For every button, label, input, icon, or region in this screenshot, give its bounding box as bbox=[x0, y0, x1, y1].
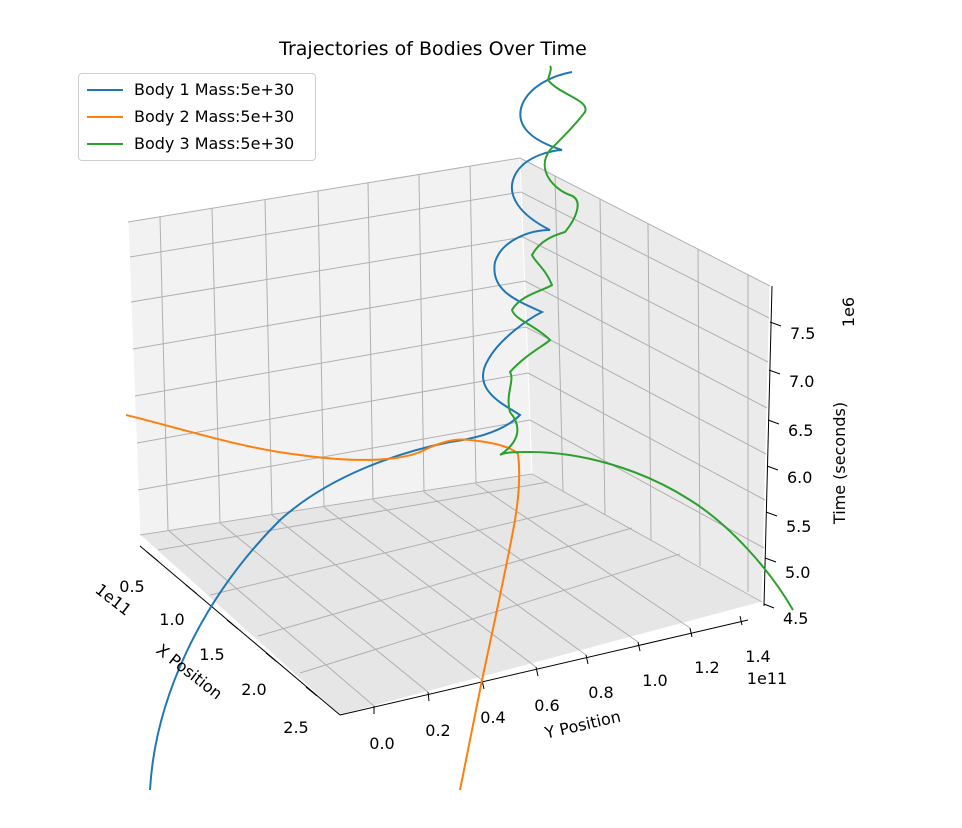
y-tick-label: 0.2 bbox=[425, 721, 450, 740]
axis-lines bbox=[139, 285, 773, 716]
z-tick-label: 5.5 bbox=[786, 517, 811, 536]
y-offset-text: 1e11 bbox=[747, 669, 787, 688]
x-tick-label: 0.5 bbox=[119, 577, 144, 596]
y-tick-label: 1.4 bbox=[745, 647, 770, 666]
legend-swatch bbox=[87, 143, 123, 145]
series-line-body-2 bbox=[125, 414, 521, 791]
z-tick-label: 7.5 bbox=[790, 324, 815, 343]
legend-label: Body 3 Mass:5e+30 bbox=[134, 134, 295, 153]
y-tick-label: 0.6 bbox=[534, 696, 559, 715]
series-line-body-1 bbox=[149, 71, 573, 791]
z-tick-label: 4.5 bbox=[783, 609, 808, 628]
legend-swatch bbox=[87, 89, 123, 91]
x-tick-label: 1.5 bbox=[199, 645, 224, 664]
legend-label: Body 1 Mass:5e+30 bbox=[134, 80, 295, 99]
y-tick-label: 1.2 bbox=[694, 658, 719, 677]
z-tick-label: 7.0 bbox=[789, 372, 814, 391]
chart-title: Trajectories of Bodies Over Time bbox=[278, 38, 587, 60]
x-tick-label: 2.5 bbox=[283, 718, 308, 737]
z-tick-labels: 4.5 5.0 5.5 6.0 6.5 7.0 7.5 bbox=[783, 324, 815, 628]
x-tick-label: 2.0 bbox=[241, 680, 266, 699]
y-tick-label: 0.8 bbox=[588, 683, 613, 702]
z-tick-label: 6.5 bbox=[788, 421, 813, 440]
z-offset-text: 1e6 bbox=[839, 297, 858, 327]
legend-item: Body 3 Mass:5e+30 bbox=[79, 133, 315, 155]
y-tick-label: 0.4 bbox=[480, 708, 505, 727]
x-tick-labels: 0.5 1.0 1.5 2.0 2.5 bbox=[119, 577, 308, 737]
legend-swatch bbox=[87, 116, 123, 118]
legend-label: Body 2 Mass:5e+30 bbox=[134, 107, 295, 126]
legend-item: Body 1 Mass:5e+30 bbox=[79, 79, 315, 101]
y-tick-labels: 0.0 0.2 0.4 0.6 0.8 1.0 1.2 1.4 bbox=[369, 647, 770, 753]
y-tick-label: 0.0 bbox=[369, 734, 394, 753]
legend: Body 1 Mass:5e+30 Body 2 Mass:5e+30 Body… bbox=[78, 73, 316, 161]
z-tick-label: 5.0 bbox=[785, 563, 810, 582]
series-line-body-3 bbox=[499, 65, 794, 611]
z-axis-label: Time (seconds) bbox=[830, 402, 849, 525]
legend-item: Body 2 Mass:5e+30 bbox=[79, 106, 315, 128]
x-tick-label: 1.0 bbox=[159, 610, 184, 629]
z-tick-label: 6.0 bbox=[787, 468, 812, 487]
tick-marks bbox=[146, 321, 782, 714]
y-tick-label: 1.0 bbox=[642, 671, 667, 690]
